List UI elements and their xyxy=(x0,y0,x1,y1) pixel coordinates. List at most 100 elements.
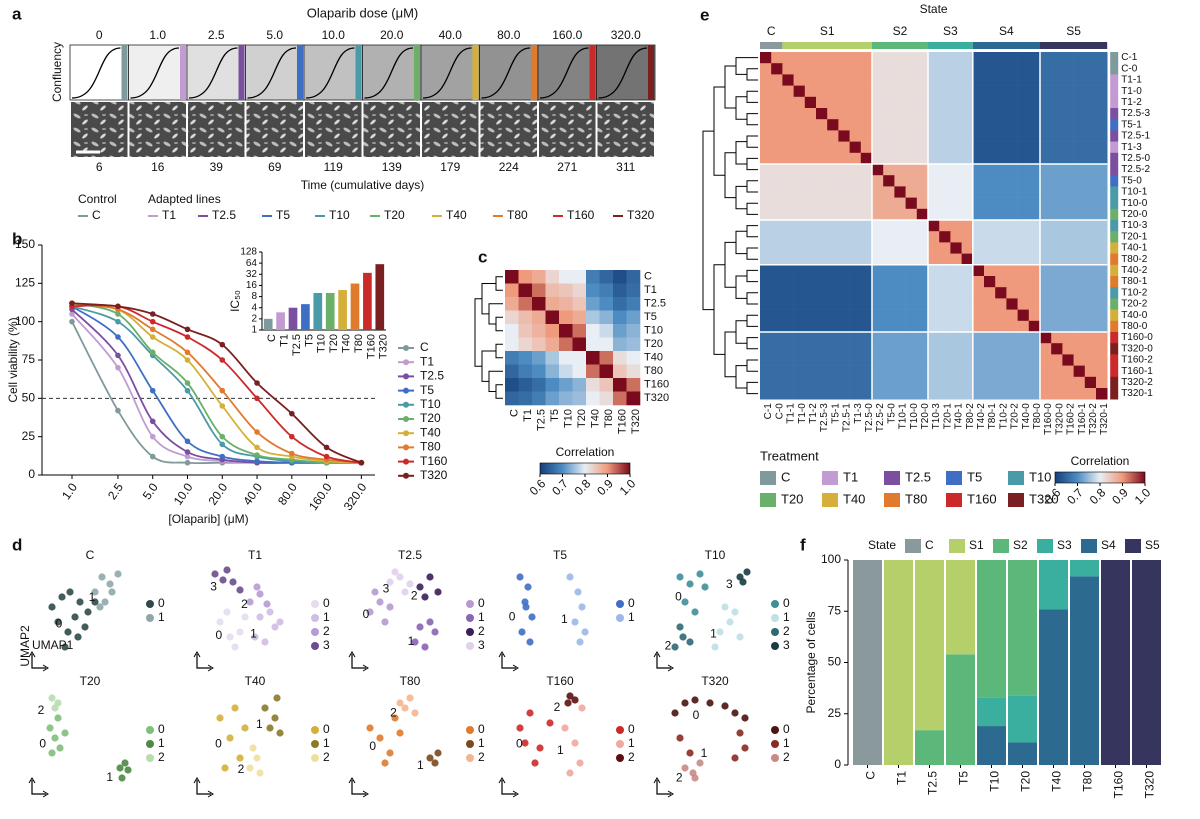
heatmap-cell xyxy=(532,337,546,352)
umap-arrow xyxy=(653,651,674,672)
heatmap-cell xyxy=(883,141,895,154)
heatmap-cell xyxy=(950,141,962,154)
row-treatment-color xyxy=(1110,388,1119,400)
heatmap-cell xyxy=(1028,141,1041,154)
heatmap-cell xyxy=(532,310,546,325)
heatmap-cell xyxy=(984,365,996,378)
umap-point xyxy=(61,729,69,737)
heatmap-cell xyxy=(793,220,806,232)
heatmap-cell xyxy=(1062,130,1074,142)
heatmap-cell xyxy=(849,253,862,266)
heatmap-cell xyxy=(860,164,873,176)
cluster-annotation: 3 xyxy=(726,577,733,591)
heatmap-cell xyxy=(1040,52,1052,64)
heatmap-cell xyxy=(804,388,817,400)
data-point xyxy=(184,380,191,386)
heatmap-cell xyxy=(905,253,918,266)
umap-point xyxy=(223,566,231,574)
heatmap-cell xyxy=(1084,197,1097,210)
row-label: T320 xyxy=(644,392,669,404)
cell-image xyxy=(246,102,303,157)
heatmap-cell xyxy=(827,220,839,232)
heatmap-cell xyxy=(1040,197,1052,210)
dose-stripe xyxy=(414,45,420,100)
heatmap-cell xyxy=(1073,332,1086,344)
heatmap-cell xyxy=(883,343,895,355)
heatmap-cell xyxy=(894,74,906,86)
heatmap-cell xyxy=(1096,343,1108,355)
heatmap-cell xyxy=(1062,276,1074,288)
heatmap-cell xyxy=(849,96,862,109)
panel-title: State xyxy=(920,2,948,16)
bar-segment xyxy=(1132,560,1161,765)
heatmap-cell xyxy=(1040,264,1052,277)
dendrogram-branch xyxy=(735,230,747,255)
legend-label: C xyxy=(92,208,101,222)
heatmap-cell xyxy=(838,276,850,288)
heatmap-cell xyxy=(905,74,918,86)
heatmap-cell xyxy=(816,253,828,266)
state-bar xyxy=(760,42,783,49)
heatmap-cell xyxy=(961,74,974,86)
bar-segment xyxy=(884,560,913,765)
heatmap-cell xyxy=(883,376,895,389)
heatmap-cell xyxy=(838,376,850,389)
umap-point xyxy=(531,759,539,767)
heatmap-cell xyxy=(572,378,587,392)
row-label: T160-1 xyxy=(1121,366,1153,377)
x-tick-label: T5 xyxy=(957,771,971,785)
cluster-annotation: 0 xyxy=(509,609,516,623)
heatmap-cell xyxy=(613,283,627,298)
heatmap-cell xyxy=(782,332,794,344)
heatmap-cell xyxy=(894,152,906,165)
umap-point xyxy=(101,598,109,606)
heatmap-cell xyxy=(1051,276,1063,288)
row-label: T5 xyxy=(644,311,657,323)
umap-arrow xyxy=(348,651,369,672)
legend-swatch xyxy=(822,493,838,507)
legend-marker xyxy=(771,614,779,622)
data-point xyxy=(184,453,191,460)
heatmap-cell xyxy=(984,242,996,254)
data-point xyxy=(69,311,75,317)
heatmap-cell xyxy=(793,85,806,98)
heatmap-cell xyxy=(1062,309,1074,322)
legend-swatch xyxy=(1008,493,1024,507)
umap-point xyxy=(371,588,379,596)
data-point xyxy=(184,449,191,455)
dose-stripe xyxy=(589,45,596,100)
heatmap-cell xyxy=(760,141,772,154)
heatmap-cell xyxy=(626,270,641,284)
heatmap-cell xyxy=(1051,231,1063,243)
umap-title: T1 xyxy=(248,548,262,562)
heatmap-cell xyxy=(782,220,794,232)
x-tick-label: C xyxy=(864,771,878,780)
heatmap-cell xyxy=(1006,197,1018,210)
heatmap-cell xyxy=(905,119,918,131)
heatmap-cell xyxy=(1028,208,1041,221)
dendrogram-branch xyxy=(746,225,758,238)
heatmap-cell xyxy=(995,264,1007,277)
cluster-annotation: 0 xyxy=(693,708,700,722)
bar-segment xyxy=(1070,576,1099,765)
heatmap-cell xyxy=(1006,74,1018,86)
heatmap-cell xyxy=(928,320,940,333)
umap-point xyxy=(263,600,271,608)
legend-label: C xyxy=(420,340,429,354)
heatmap-cell xyxy=(872,74,884,86)
heatmap-cell xyxy=(872,309,884,322)
umap-title: C xyxy=(86,548,95,562)
heatmap-cell xyxy=(816,309,828,322)
heatmap-cell xyxy=(883,253,895,266)
heatmap-cell xyxy=(816,208,828,221)
bar-segment xyxy=(946,654,975,765)
heatmap-cell xyxy=(984,197,996,210)
cluster-annotation: 1 xyxy=(561,612,568,626)
data-point xyxy=(115,311,121,317)
x-tick-label: T5 xyxy=(303,334,315,347)
umap-point xyxy=(679,633,687,641)
state-label: S2 xyxy=(893,24,908,38)
heatmap-cell xyxy=(1006,175,1018,187)
heatmap-cell xyxy=(905,96,918,109)
